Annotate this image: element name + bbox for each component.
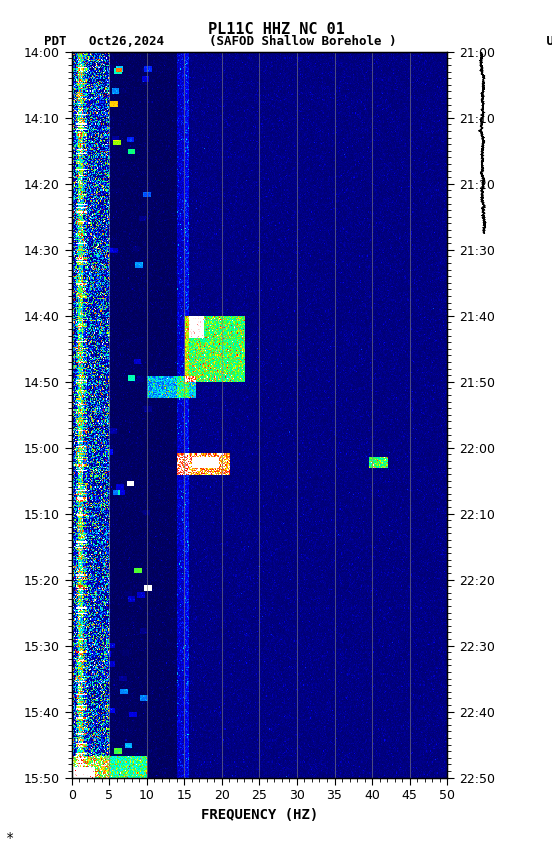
Text: PDT   Oct26,2024      (SAFOD Shallow Borehole )                    UTC: PDT Oct26,2024 (SAFOD Shallow Borehole )… (44, 35, 552, 48)
Text: PL11C HHZ NC 01: PL11C HHZ NC 01 (208, 22, 344, 36)
Text: *: * (6, 831, 14, 845)
X-axis label: FREQUENCY (HZ): FREQUENCY (HZ) (201, 808, 318, 822)
